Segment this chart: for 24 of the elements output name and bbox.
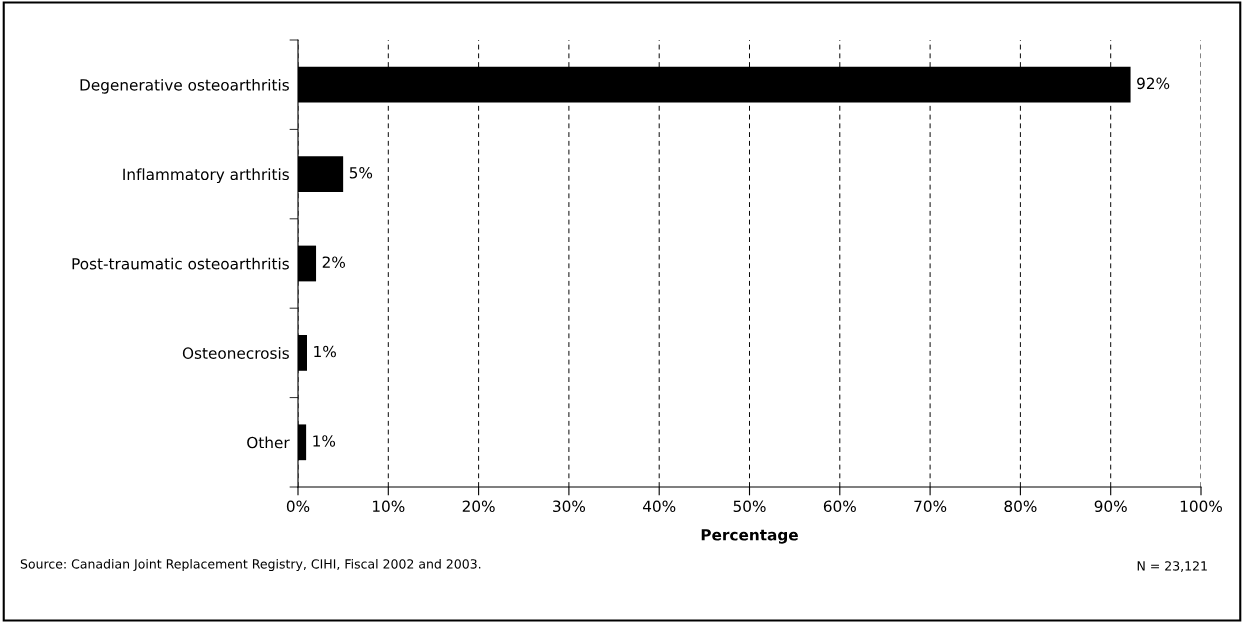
x-axis-title: Percentage [701,529,798,544]
y-tick-label: Other [247,436,290,449]
y-tick-label: Post-traumatic osteoarthritis [72,257,289,270]
x-tick-label: 20% [462,500,495,513]
data-label: 2% [322,256,346,268]
data-label: 1% [313,435,336,447]
data-label: 1% [314,345,336,358]
x-tick-label: 40% [642,500,676,513]
x-tick-label: 100% [1180,500,1222,513]
x-tick-label: 70% [914,500,947,513]
x-tick-label: 80% [1004,500,1037,513]
text: N = 23,121 [1137,561,1207,572]
x-tick-label: 30% [553,500,586,513]
data-label: 92% [1137,77,1170,90]
source-note: Source: Canadian Joint Replacement Registry, CIHI, Fiscal 2002 and 2003. [20,558,481,572]
x-tick-label: 0% [286,500,310,513]
y-tick-label: Osteonecrosis [182,347,289,359]
x-tick-label: 10% [373,500,405,513]
y-tick-label: Degenerative osteoarthritis [80,78,289,94]
x-tick-label: 50% [733,500,766,513]
y-tick-label: Inflammatory arthritis [123,168,289,184]
data-label: 5% [349,166,373,179]
x-tick-label: 90% [1094,500,1127,513]
x-tick-label: 60% [823,500,856,513]
